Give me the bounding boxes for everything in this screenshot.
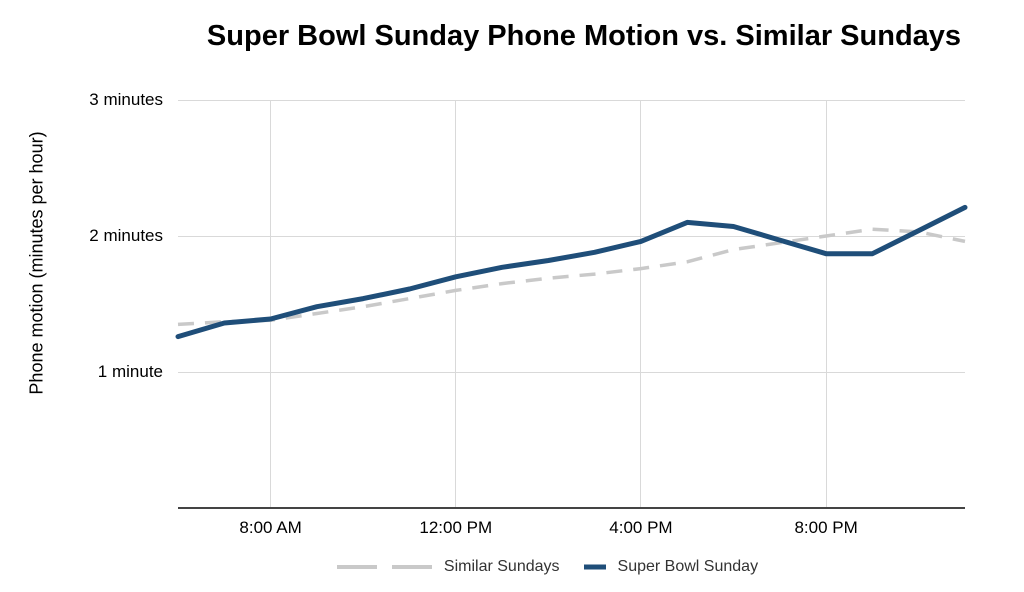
x-axis-line: [178, 507, 965, 509]
chart-title: Super Bowl Sunday Phone Motion vs. Simil…: [206, 20, 962, 52]
x-gridline-16: [640, 100, 642, 508]
legend-item-super-bowl-sunday: Super Bowl Sunday: [583, 558, 759, 576]
similar-sundays-line: [177, 227, 966, 327]
legend-label-super-bowl-sunday: Super Bowl Sunday: [617, 558, 759, 575]
x-gridline-8: [270, 100, 272, 508]
y-gridline-2: [178, 235, 965, 237]
legend: Similar Sundays Super Bowl Sunday: [154, 556, 941, 578]
x-tick-label-8: 8:00 AM: [239, 518, 302, 537]
super-bowl-sunday-solid-line-sample: [583, 564, 606, 570]
legend-item-similar-sundays: Similar Sundays: [336, 558, 560, 576]
super-bowl-sunday-line: [175, 204, 968, 340]
legend-label-similar-sundays: Similar Sundays: [443, 558, 560, 575]
y-axis-label: Phone motion (minutes per hour): [26, 131, 47, 395]
y-gridline-1: [178, 371, 965, 373]
y-tick-label-3: 3 minutes: [89, 90, 163, 109]
y-tick-label-2: 2 minutes: [89, 226, 163, 245]
y-gridline-3: [178, 99, 965, 101]
x-gridline-20: [825, 100, 827, 508]
y-tick-label-1: 1 minute: [97, 362, 163, 381]
similar-sundays-dashed-line-sample: [336, 565, 432, 569]
x-tick-label-16: 4:00 PM: [609, 518, 673, 537]
x-tick-label-12: 12:00 PM: [419, 518, 493, 537]
x-gridline-12: [455, 100, 457, 508]
x-tick-label-20: 8:00 PM: [794, 518, 858, 537]
